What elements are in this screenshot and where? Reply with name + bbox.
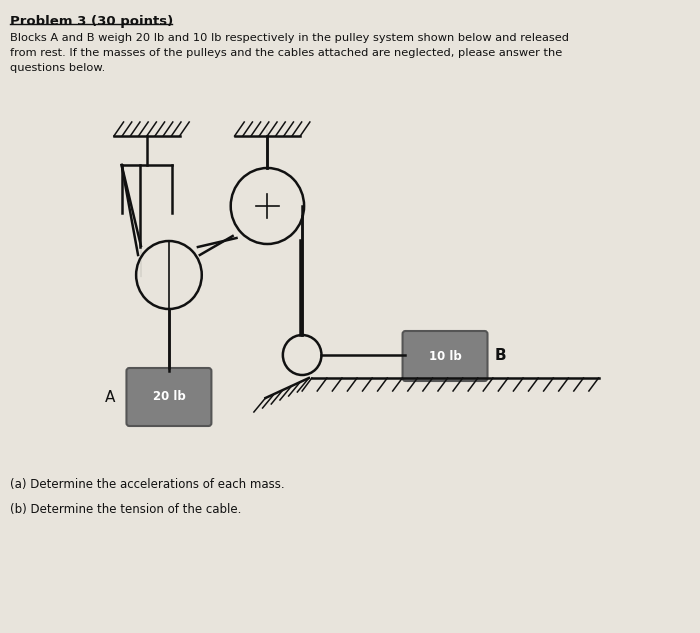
Text: B: B — [494, 349, 506, 363]
FancyBboxPatch shape — [127, 368, 211, 426]
Text: 10 lb: 10 lb — [428, 349, 461, 363]
Text: questions below.: questions below. — [10, 63, 105, 73]
FancyBboxPatch shape — [402, 331, 487, 381]
Text: Blocks A and B weigh 20 lb and 10 lb respectively in the pulley system shown bel: Blocks A and B weigh 20 lb and 10 lb res… — [10, 33, 568, 43]
Text: (a) Determine the accelerations of each mass.: (a) Determine the accelerations of each … — [10, 478, 284, 491]
Text: (b) Determine the tension of the cable.: (b) Determine the tension of the cable. — [10, 503, 241, 516]
Text: 20 lb: 20 lb — [153, 391, 186, 403]
Text: Problem 3 (30 points): Problem 3 (30 points) — [10, 15, 173, 28]
Text: A: A — [105, 389, 116, 404]
Text: from rest. If the masses of the pulleys and the cables attached are neglected, p: from rest. If the masses of the pulleys … — [10, 48, 562, 58]
